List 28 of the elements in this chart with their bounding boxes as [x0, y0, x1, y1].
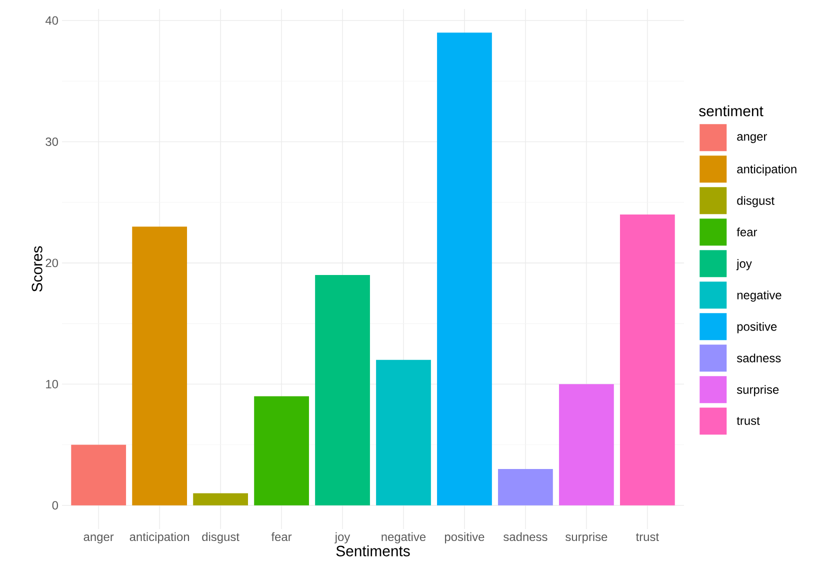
legend-label: sadness — [736, 354, 781, 362]
x-tick-label: trust — [636, 533, 659, 542]
legend-label: disgust — [737, 196, 774, 208]
x-tick-label: disgust — [202, 532, 240, 544]
x-axis-title: Sentiments — [336, 545, 410, 556]
y-axis-title: Scores — [32, 246, 42, 292]
x-tick-label: positive — [444, 532, 484, 544]
legend-label: anger — [737, 134, 768, 144]
x-tick-label: sadness — [504, 532, 548, 542]
x-tick-label: negative — [382, 532, 426, 544]
x-tick-label: surprise — [566, 532, 608, 544]
y-tick-label: 30 — [46, 137, 58, 146]
legend-label: fear — [736, 228, 758, 236]
x-tick-label: fear — [271, 532, 292, 542]
x-tick-label: anger — [84, 534, 114, 544]
x-tick-label: joy — [334, 532, 350, 544]
y-tick-label: 20 — [46, 258, 58, 268]
y-tick-label: 40 — [45, 16, 58, 25]
legend-label: negative — [737, 290, 782, 302]
y-tick-label: 10 — [46, 380, 58, 388]
legend-label: surprise — [736, 385, 779, 396]
y-tick-label: 0 — [52, 501, 58, 510]
legend-label: trust — [736, 417, 760, 425]
legend-label: positive — [737, 322, 777, 334]
legend-label: joy — [736, 259, 752, 270]
legend-title: sentiment — [699, 105, 764, 116]
legend-label: anticipation — [737, 164, 796, 176]
x-tick-label: anticipation — [130, 532, 190, 544]
